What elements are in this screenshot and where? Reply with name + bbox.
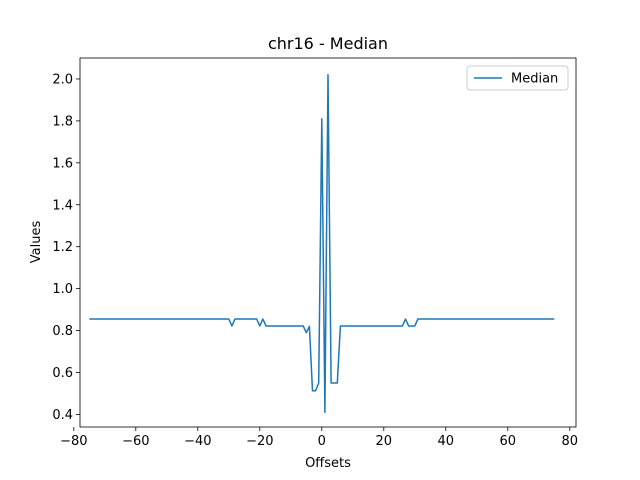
axes-frame bbox=[79, 57, 577, 428]
y-tick-label: 1.8 bbox=[52, 114, 73, 129]
x-tick-label: 40 bbox=[438, 434, 455, 449]
y-axis-ticks: 0.4 0.6 0.8 1.0 1.2 1.4 1.6 1.8 2.0 bbox=[52, 72, 80, 423]
x-tick-label: 0 bbox=[318, 434, 326, 449]
legend-box bbox=[466, 65, 569, 91]
x-axis-label: Offsets bbox=[305, 456, 351, 471]
x-tick-label: 80 bbox=[562, 434, 579, 449]
y-tick-label: 1.2 bbox=[52, 240, 73, 255]
x-tick-label: 20 bbox=[376, 434, 393, 449]
legend-label: Median bbox=[511, 72, 558, 87]
chart-title: chr16 - Median bbox=[268, 34, 388, 53]
legend: Median bbox=[466, 65, 569, 91]
y-tick-label: 2.0 bbox=[52, 72, 73, 87]
y-axis-label: Values bbox=[29, 221, 44, 264]
x-tick-label: −80 bbox=[60, 434, 87, 449]
x-axis-ticks: −80 −60 −40 −20 0 20 40 60 80 bbox=[60, 427, 578, 449]
series-line-0 bbox=[89, 74, 555, 414]
y-tick-label: 1.6 bbox=[52, 156, 73, 171]
x-tick-label: −60 bbox=[122, 434, 149, 449]
y-tick-label: 0.6 bbox=[52, 366, 73, 381]
y-tick-label: 1.4 bbox=[52, 198, 73, 213]
x-tick-label: −40 bbox=[184, 434, 211, 449]
y-tick-label: 0.4 bbox=[52, 408, 73, 423]
x-tick-label: 60 bbox=[500, 434, 517, 449]
x-tick-label: −20 bbox=[246, 434, 273, 449]
y-tick-label: 1.0 bbox=[52, 282, 73, 297]
y-tick-label: 0.8 bbox=[52, 324, 73, 339]
plot-area bbox=[79, 57, 577, 428]
